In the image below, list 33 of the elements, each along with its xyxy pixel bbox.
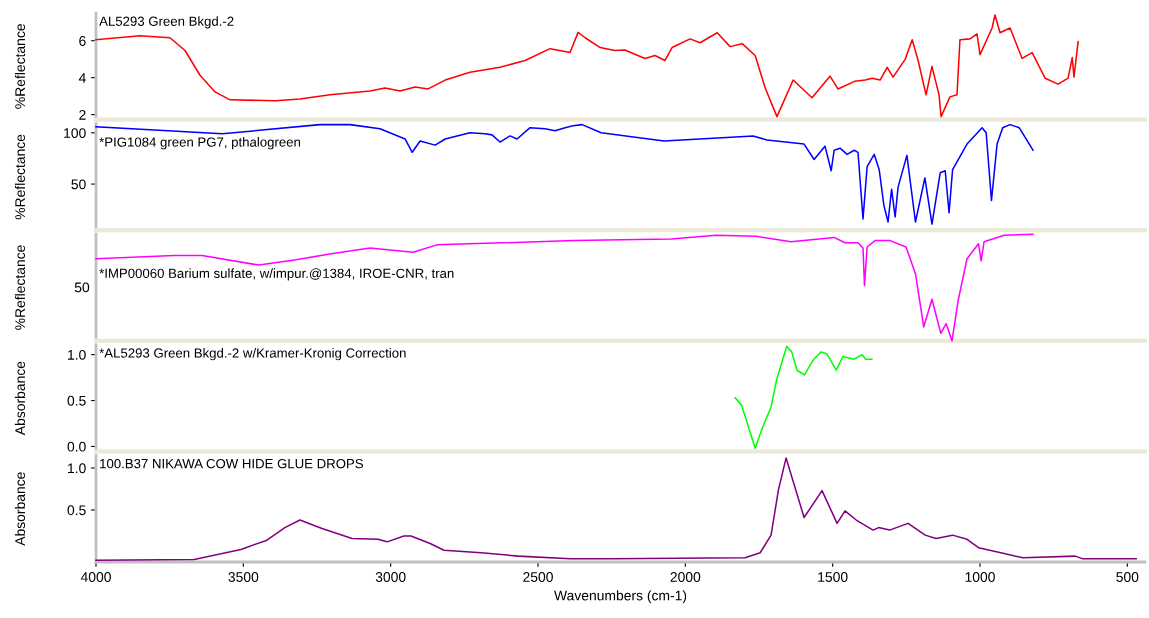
chart-title: *AL5293 Green Bkgd.-2 w/Kramer-Kronig Correction	[99, 348, 406, 361]
x-tick-label: 1500	[818, 572, 848, 582]
chart-title: AL5293 Green Bkgd.-2	[99, 16, 234, 29]
line-series	[95, 14, 1079, 118]
y-tick-label: 2	[79, 109, 86, 120]
text: *IMP00060 Barium sulfate, w/impur.@1384, IROE-CNR, tran	[99, 268, 454, 281]
y-tick-label: 100	[64, 128, 86, 138]
x-tick-label: 1000	[965, 572, 995, 582]
y-tick-label: 4	[78, 73, 86, 83]
y-axis-title: Absorbance	[14, 472, 26, 546]
chart-title: 100.B37 NIKAWA COW HIDE GLUE DROPS	[100, 458, 363, 469]
y-tick-label: 6	[79, 36, 86, 46]
y-axis-title: Absorbance	[14, 361, 26, 436]
x-tick-label: 4000	[80, 572, 111, 582]
text: *PIG1084 green PG7, pthalogreen	[99, 137, 301, 150]
line-series	[95, 123, 1034, 225]
line-series	[95, 457, 1137, 562]
y-tick-label: 0.5	[67, 505, 86, 516]
y-tick-label: 0.0	[67, 441, 86, 452]
y-tick-label: 0.5	[67, 395, 86, 406]
y-tick-label: 50	[71, 179, 86, 190]
x-tick-label: 3000	[375, 572, 406, 582]
y-tick-label: 1.0	[68, 463, 86, 474]
line-series	[734, 345, 873, 450]
x-tick-label: 3500	[228, 572, 259, 582]
x-tick-label: 2500	[523, 572, 553, 582]
x-tick-label: 500	[1116, 572, 1139, 582]
y-axis-title: %Reflectance	[14, 245, 26, 330]
y-axis-title: %Reflectance	[14, 24, 26, 109]
y-tick-label: 1.0	[68, 349, 86, 360]
y-axis-title: %Reflectance	[14, 134, 26, 220]
x-axis-title: Wavenumbers (cm-1)	[554, 590, 687, 604]
x-tick-label: 2000	[670, 572, 701, 582]
